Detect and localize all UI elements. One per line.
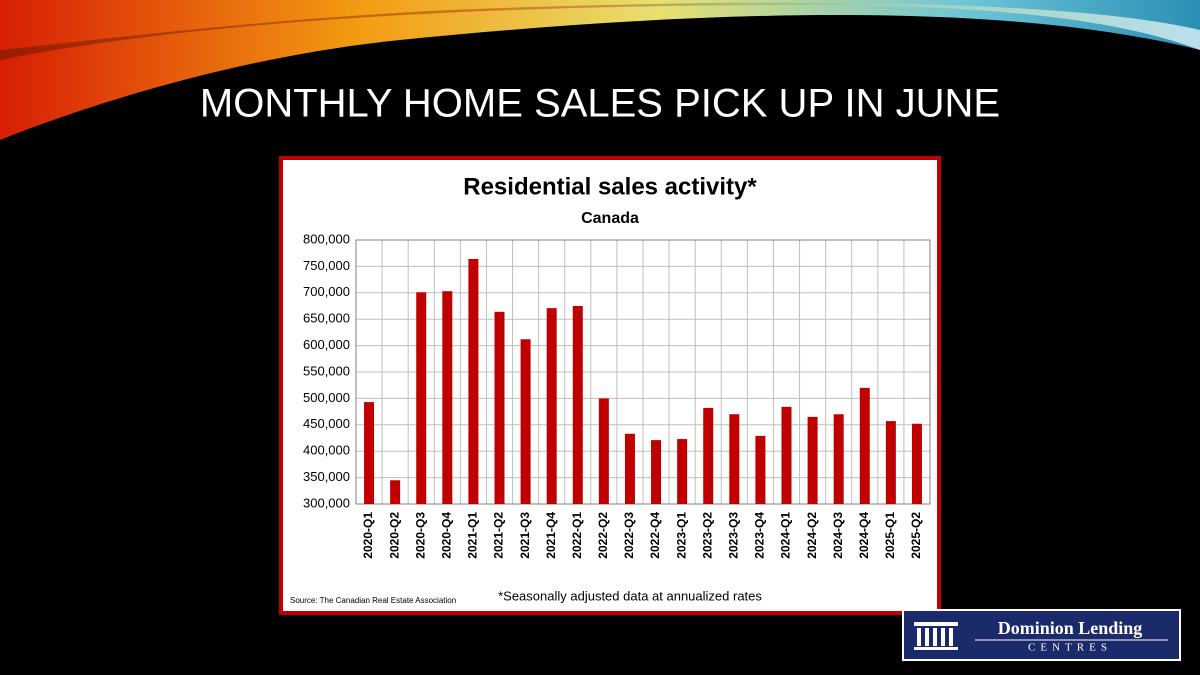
y-tick-label: 800,000 (303, 231, 350, 246)
bar (624, 433, 635, 504)
bar (807, 416, 818, 504)
x-tick-label: 2025-Q2 (909, 512, 923, 559)
x-tick-label: 2020-Q4 (439, 512, 453, 559)
x-tick-label: 2021-Q3 (518, 512, 532, 559)
plot-border (355, 239, 931, 505)
bar (468, 259, 479, 504)
y-tick-label: 450,000 (303, 416, 350, 431)
bar (651, 440, 662, 504)
bar (442, 291, 453, 504)
slide-title: MONTHLY HOME SALES PICK UP IN JUNE (200, 82, 1000, 126)
bar (911, 423, 922, 504)
y-tick-label: 400,000 (303, 443, 350, 458)
logo-box (902, 609, 1181, 661)
chart-subtitle: Canada (581, 210, 639, 227)
y-tick-label: 550,000 (303, 363, 350, 378)
x-tick-label: 2023-Q1 (674, 512, 688, 559)
x-tick-label: 2025-Q1 (883, 512, 897, 559)
x-tick-label: 2022-Q4 (648, 512, 662, 559)
bar (859, 387, 870, 504)
chart-title: Residential sales activity* (463, 173, 757, 200)
bar (364, 402, 375, 504)
bar (833, 414, 844, 504)
bar (598, 398, 609, 504)
x-tick-label: 2024-Q2 (805, 512, 819, 559)
bar (885, 421, 896, 504)
bar (729, 414, 740, 504)
x-tick-label: 2024-Q4 (857, 512, 871, 559)
y-tick-label: 600,000 (303, 337, 350, 352)
swoosh (0, 0, 1200, 140)
x-tick-label: 2021-Q1 (466, 512, 480, 559)
bar (390, 480, 401, 504)
y-tick-label: 700,000 (303, 284, 350, 299)
x-tick-label: 2024-Q1 (779, 512, 793, 559)
x-tick-label: 2020-Q1 (361, 512, 375, 559)
logo-icon (914, 622, 958, 650)
x-tick-label: 2023-Q2 (700, 512, 714, 559)
bar (703, 407, 714, 504)
x-tick-label: 2023-Q3 (726, 512, 740, 559)
logo-line2: CENTRES (1028, 642, 1112, 654)
x-tick-label: 2024-Q3 (831, 512, 845, 559)
chart-footnote: *Seasonally adjusted data at annualized … (498, 588, 762, 603)
chart-source: Source: The Canadian Real Estate Associa… (290, 596, 456, 605)
x-tick-label: 2020-Q3 (413, 512, 427, 559)
y-tick-label: 650,000 (303, 311, 350, 326)
bar (677, 439, 688, 504)
bar (546, 308, 557, 504)
bar (494, 311, 505, 504)
x-tick-label: 2022-Q3 (622, 512, 636, 559)
y-tick-label: 500,000 (303, 390, 350, 405)
chart-frame (279, 156, 941, 615)
x-tick-label: 2021-Q2 (492, 512, 506, 559)
x-tick-label: 2020-Q2 (387, 512, 401, 559)
logo-line1: Dominion Lending (998, 618, 1143, 638)
x-tick-label: 2023-Q4 (753, 512, 767, 559)
y-tick-label: 350,000 (303, 469, 350, 484)
bar (416, 292, 427, 504)
x-tick-label: 2022-Q2 (596, 512, 610, 559)
y-tick-label: 750,000 (303, 258, 350, 273)
bar (572, 306, 583, 504)
y-tick-label: 300,000 (303, 495, 350, 510)
bar (781, 406, 792, 504)
bar (755, 435, 766, 504)
bar (520, 339, 531, 504)
x-tick-label: 2022-Q1 (570, 512, 584, 559)
x-tick-label: 2021-Q4 (544, 512, 558, 559)
